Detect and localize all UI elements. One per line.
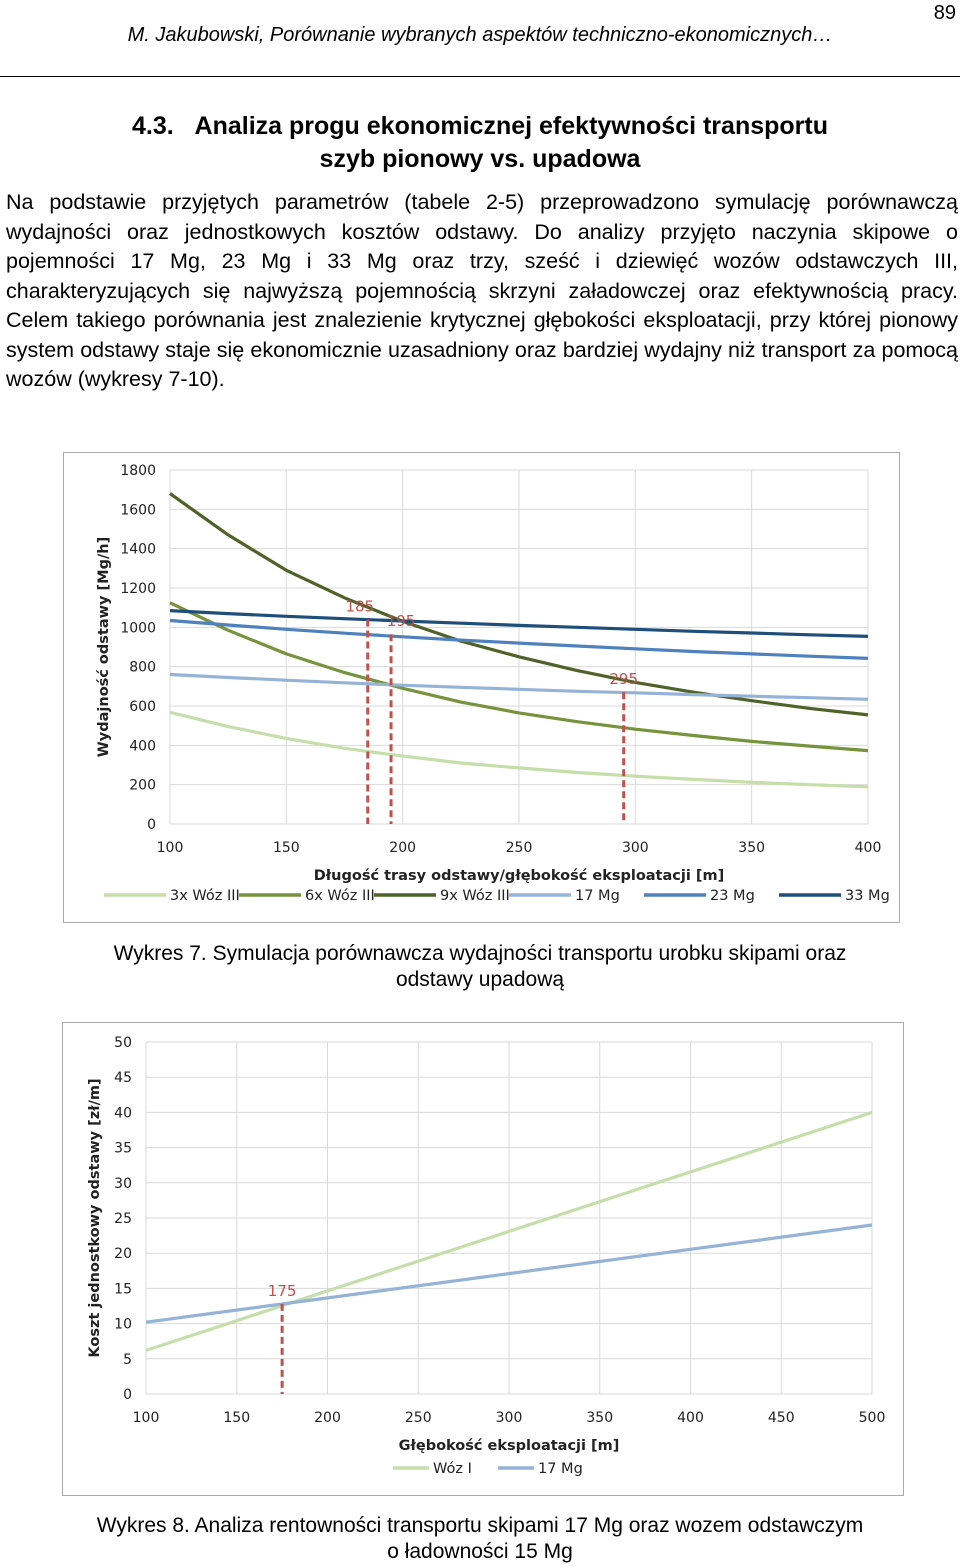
chart-figure-7: 0 200 400 600 800 1000 1200 1400 1600 1800 100 150 2… — [63, 452, 900, 923]
chart8-y-tick-label: 5 — [123, 1352, 132, 1368]
chart8-y-tick-label: 45 — [114, 1070, 132, 1086]
chart7-x-axis-title: Długość trasy odstawy/głębokość eksploat… — [314, 868, 724, 884]
chart8-x-tick-label: 350 — [586, 1410, 613, 1426]
chart8-x-tick-label: 250 — [405, 1410, 432, 1426]
caption-7-line2: odstawy upadową — [395, 968, 565, 991]
chart7-series-line-3 — [169, 492, 869, 717]
caption-7-line1: Wykres 7. Symulacja porównawcza wydajnoś… — [113, 942, 847, 965]
chart8-x-axis-title: Głębokość eksploatacji [m] — [399, 1438, 620, 1454]
page-number: 89 — [933, 2, 956, 24]
body-paragraph: Na podstawie przyjętych parametrów (tabe… — [6, 190, 958, 391]
chart7-y-tick-label: 200 — [129, 778, 156, 794]
chart7-x-tick-label: 300 — [622, 840, 649, 856]
chart7-y-tick-label: 800 — [129, 660, 156, 676]
chart7-series-line-4 — [169, 672, 869, 701]
chart7-series-line-1 — [169, 710, 869, 789]
section-heading: 4.3. Analiza progu ekonomicznej efektywn… — [60, 110, 900, 176]
chart8-x-tick-label: 500 — [859, 1410, 886, 1426]
chart-8-svg: 0 5 10 15 20 25 30 35 40 45 50 100 150 200 250 300 350 40… — [87, 1035, 886, 1477]
chart7-annotation-label: 195 — [387, 612, 416, 630]
chart8-y-tick-label: 25 — [114, 1211, 132, 1227]
chart8-series-line-2 — [145, 1223, 873, 1324]
chart7-annotation-label: 185 — [345, 597, 374, 615]
figure-caption-8: Wykres 8. Analiza rentowności transportu… — [40, 1513, 920, 1565]
chart8-x-tick-label: 200 — [314, 1410, 341, 1426]
chart7-y-tick-label: 1600 — [120, 502, 156, 518]
chart7-series-line-2 — [169, 601, 869, 753]
chart8-y-tick-label: 15 — [114, 1281, 132, 1297]
chart7-y-tick-label: 400 — [129, 738, 156, 754]
chart7-legend-label: 9x Wóz III — [440, 888, 510, 904]
chart7-legend-label: 3x Wóz III — [170, 888, 240, 904]
chart8-annotation-label: 175 — [268, 1282, 297, 1300]
chart8-x-tick-label: 150 — [223, 1410, 250, 1426]
chart8-legend-label: 17 Mg — [538, 1461, 583, 1477]
header-rule — [0, 76, 960, 77]
chart8-y-tick-label: 20 — [114, 1246, 132, 1262]
caption-8-line1: Wykres 8. Analiza rentowności transportu… — [96, 1514, 864, 1537]
chart7-legend-label: 6x Wóz III — [305, 888, 375, 904]
chart7-series-line-6 — [169, 609, 869, 638]
chart7-x-tick-label: 250 — [506, 840, 533, 856]
chart8-x-tick-label: 400 — [677, 1410, 704, 1426]
chart7-y-tick-label: 0 — [147, 817, 156, 833]
chart8-x-tick-label: 100 — [133, 1410, 160, 1426]
section-heading-line2: szyb pionowy vs. upadowa — [319, 145, 641, 173]
chart8-y-tick-label: 0 — [123, 1387, 132, 1403]
chart7-legend-label: 33 Mg — [845, 888, 890, 904]
chart7-y-tick-label: 1400 — [120, 542, 156, 558]
chart7-y-axis-title: Wydajność odstawy [Mg/h] — [96, 537, 112, 757]
chart8-y-tick-label: 10 — [114, 1317, 132, 1333]
chart7-y-tick-label: 1800 — [120, 463, 156, 479]
chart7-legend-label: 23 Mg — [710, 888, 755, 904]
chart8-y-tick-label: 35 — [114, 1141, 132, 1157]
figure-caption-7: Wykres 7. Symulacja porównawcza wydajnoś… — [40, 941, 920, 993]
chart8-y-axis-title: Koszt jednostkowy odstawy [zł/m] — [87, 1078, 103, 1357]
chart8-legend-label: Wóz I — [433, 1461, 472, 1477]
chart7-y-tick-label: 600 — [129, 699, 156, 715]
chart7-x-tick-label: 100 — [157, 840, 184, 856]
chart8-y-tick-label: 40 — [114, 1105, 132, 1121]
chart8-y-tick-label: 50 — [114, 1035, 132, 1051]
running-header: M. Jakubowski, Porównanie wybranych aspe… — [127, 24, 833, 46]
chart7-y-tick-label: 1000 — [120, 620, 156, 636]
chart8-y-tick-label: 30 — [114, 1176, 132, 1192]
chart7-annotation-label: 295 — [609, 670, 638, 688]
chart7-series-line-5 — [169, 618, 869, 660]
chart7-x-tick-label: 150 — [273, 840, 300, 856]
chart8-x-tick-label: 300 — [496, 1410, 523, 1426]
section-heading-line1: 4.3. Analiza progu ekonomicznej efektywn… — [132, 112, 828, 140]
chart8-x-tick-label: 450 — [768, 1410, 795, 1426]
chart-figure-8: 0 5 10 15 20 25 30 35 40 45 50 100 150 200 250 300 350 40… — [62, 1022, 904, 1496]
chart-7-svg: 0 200 400 600 800 1000 1200 1400 1600 1800 100 150 2… — [96, 463, 890, 904]
chart7-legend-label: 17 Mg — [575, 888, 620, 904]
caption-8-line2: o ładowności 15 Mg — [387, 1540, 573, 1563]
chart7-x-tick-label: 400 — [855, 840, 882, 856]
chart7-x-tick-label: 350 — [738, 840, 765, 856]
chart8-series-line-1 — [145, 1110, 873, 1352]
chart7-x-tick-label: 200 — [389, 840, 416, 856]
chart7-y-tick-label: 1200 — [120, 581, 156, 597]
